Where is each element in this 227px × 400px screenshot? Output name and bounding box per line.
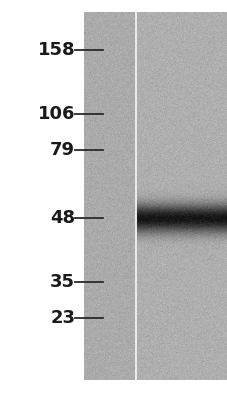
Text: 35: 35: [50, 273, 75, 291]
Text: 158: 158: [37, 41, 75, 59]
Text: 48: 48: [50, 209, 75, 227]
Text: 106: 106: [38, 105, 75, 123]
Text: 79: 79: [50, 141, 75, 159]
Text: 23: 23: [50, 309, 75, 327]
